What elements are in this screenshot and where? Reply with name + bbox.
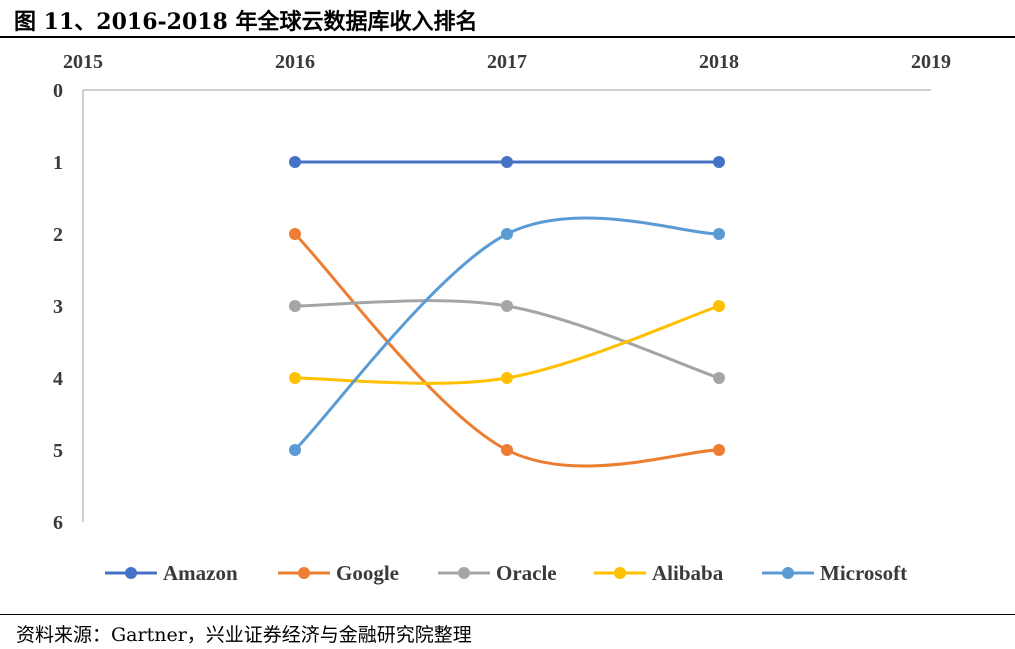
y-tick-label: 6 [53, 512, 63, 534]
legend-item-oracle: Oracle [438, 561, 557, 585]
data-point-alibaba [289, 372, 301, 384]
data-point-alibaba [501, 372, 513, 384]
legend-label-alibaba: Alibaba [652, 561, 724, 585]
data-point-microsoft [289, 444, 301, 456]
y-tick-label: 1 [53, 152, 63, 174]
axes: 2015 2016 2017 2018 2019 0 1 2 3 4 5 6 [53, 51, 951, 534]
series-line-oracle [294, 299, 720, 380]
legend-item-alibaba: Alibaba [594, 561, 724, 585]
y-tick-label: 2 [53, 224, 63, 246]
series-line-microsoft [293, 216, 720, 452]
data-point-google [289, 228, 301, 240]
data-point-amazon [289, 156, 301, 168]
legend-label-oracle: Oracle [496, 561, 557, 585]
y-tick-label: 0 [53, 80, 63, 102]
data-point-oracle [713, 372, 725, 384]
data-point-oracle [289, 300, 301, 312]
series-google [289, 228, 725, 468]
y-tick-label: 4 [53, 368, 63, 390]
legend-marker-microsoft [782, 567, 794, 579]
series-microsoft [289, 216, 725, 456]
data-point-google [501, 444, 513, 456]
legend-item-google: Google [278, 561, 399, 585]
legend-marker-amazon [125, 567, 137, 579]
x-tick-label: 2019 [911, 51, 951, 73]
figure-title: 图 11、2016-2018 年全球云数据库收入排名 [14, 9, 478, 35]
legend-item-amazon: Amazon [105, 561, 238, 585]
data-point-amazon [501, 156, 513, 168]
x-tick-label: 2016 [275, 51, 315, 73]
data-point-amazon [713, 156, 725, 168]
legend-label-amazon: Amazon [163, 561, 238, 585]
legend: Amazon Google Oracle Alibaba Microsoft [105, 561, 907, 585]
source-note: 资料来源：Gartner，兴业证券经济与金融研究院整理 [16, 624, 472, 646]
x-tick-label: 2015 [63, 51, 103, 73]
legend-item-microsoft: Microsoft [762, 561, 907, 585]
x-tick-label: 2017 [487, 51, 527, 73]
series-oracle [289, 299, 725, 384]
data-point-microsoft [501, 228, 513, 240]
bottom-rule [0, 614, 1015, 615]
series-line-google [293, 232, 720, 468]
y-tick-label: 5 [53, 440, 63, 462]
series-amazon [289, 156, 725, 168]
legend-marker-google [298, 567, 310, 579]
top-rule [0, 36, 1015, 38]
legend-marker-alibaba [614, 567, 626, 579]
data-point-oracle [501, 300, 513, 312]
series-line-alibaba [294, 304, 720, 385]
data-point-microsoft [713, 228, 725, 240]
x-tick-label: 2018 [699, 51, 739, 73]
legend-marker-oracle [458, 567, 470, 579]
legend-label-google: Google [336, 561, 399, 585]
data-point-google [713, 444, 725, 456]
series-alibaba [289, 300, 725, 385]
y-tick-label: 3 [53, 296, 63, 318]
legend-label-microsoft: Microsoft [820, 561, 907, 585]
series-lines [289, 156, 725, 468]
data-point-alibaba [713, 300, 725, 312]
